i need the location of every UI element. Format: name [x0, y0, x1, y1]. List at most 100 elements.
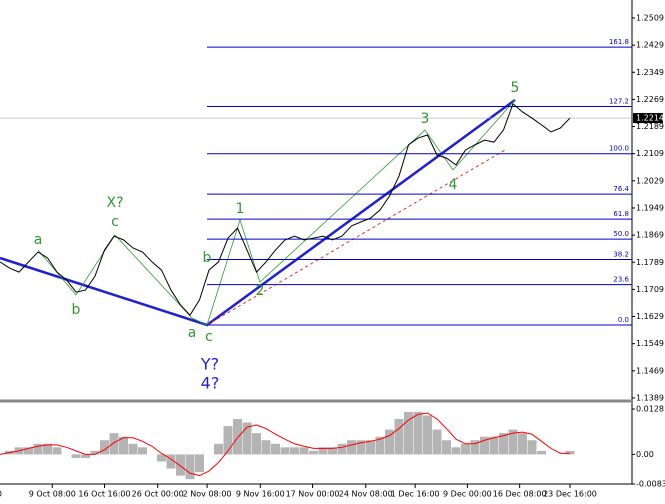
histogram-bar	[356, 440, 366, 455]
histogram-bar	[90, 450, 100, 455]
wave-label: 1	[236, 201, 245, 217]
histogram-bar	[508, 429, 518, 455]
x-tick-label: 16 Oct 16:00	[78, 490, 130, 499]
histogram-bar	[252, 433, 261, 455]
y-tick-label: 1.1549	[636, 339, 664, 348]
histogram-bar	[33, 443, 43, 455]
histogram-bar	[423, 415, 432, 455]
histogram-bar	[404, 411, 413, 455]
histogram-bar	[290, 447, 299, 455]
histogram-bar	[157, 454, 166, 462]
histogram-bar	[499, 433, 508, 455]
y-tick-label: 1.1709	[636, 285, 664, 294]
histogram-bar	[280, 447, 290, 455]
signal-line	[0, 412, 570, 477]
wave-label: X?	[106, 195, 123, 211]
histogram-bar	[337, 443, 347, 455]
histogram-bar	[195, 454, 204, 473]
x-tick-label: 26 Oct 00:00	[132, 490, 184, 499]
y-tick-label: 1.1629	[636, 312, 664, 321]
fib-label: 23.6	[613, 276, 629, 284]
histogram-bar	[119, 436, 128, 455]
histogram-bar	[461, 443, 470, 455]
price-line	[0, 102, 571, 317]
histogram-bar	[52, 447, 62, 455]
histogram-bar	[318, 447, 328, 455]
x-tick-label: 24 Nov 08:00	[339, 490, 393, 499]
wave-line	[37, 234, 208, 326]
histogram-bar	[176, 454, 185, 476]
x-tick-label: 23 Dec 16:00	[543, 490, 597, 499]
wave-label: b	[203, 250, 212, 266]
x-tick-label: 9 Nov 16:00	[236, 490, 285, 499]
x-tick-label: 2 Nov 08:00	[183, 490, 232, 499]
wave-line	[206, 99, 516, 326]
y-tick-label: 1.2269	[636, 95, 664, 104]
y-tick-label: 0.00	[636, 450, 654, 459]
y-tick-label: 1.2509	[636, 13, 664, 22]
y-tick-label: 1.2349	[636, 68, 664, 77]
wave-label: c	[205, 329, 213, 345]
histogram-bar	[299, 447, 309, 455]
histogram-bar	[24, 447, 33, 455]
histogram-bar	[328, 447, 337, 455]
histogram-bar	[442, 440, 451, 455]
wave-label: c	[111, 214, 119, 230]
histogram-bar	[537, 450, 546, 455]
y-tick-label: 0.01281	[636, 405, 665, 414]
x-tick-label: 1 Dec 16:00	[391, 490, 440, 499]
fib-label: 0.0	[618, 316, 629, 324]
y-tick-label: -0.00836	[636, 480, 665, 489]
x-tick-label: 9 Dec 00:00	[443, 490, 492, 499]
y-tick-label: 1.1469	[636, 366, 664, 375]
wave-label: 4?	[201, 374, 220, 393]
histogram-bar	[413, 411, 423, 455]
fib-label: 161.8	[609, 38, 629, 46]
histogram-bar	[100, 440, 109, 455]
histogram-bar	[366, 440, 375, 455]
histogram-bar	[214, 443, 223, 455]
wave-label: a	[188, 325, 197, 341]
y-tick-label: 1.1389	[636, 393, 664, 402]
fib-label: 76.4	[613, 185, 629, 193]
x-tick-label: 17 Nov 00:00	[286, 490, 340, 499]
histogram-bar	[128, 443, 138, 455]
histogram-bar	[109, 433, 119, 455]
x-tick-label: 9 Oct 08:00	[29, 490, 76, 499]
histogram-bar	[375, 436, 385, 455]
x-tick-label: 00:00	[0, 490, 2, 499]
histogram-bar	[138, 447, 147, 455]
wave-label: a	[34, 232, 43, 248]
y-tick-label: 1.1789	[636, 258, 664, 267]
fib-label: 38.2	[613, 251, 629, 259]
histogram-bar	[309, 450, 318, 455]
x-tick-label: 16 Dec 08:00	[493, 490, 547, 499]
histogram-bar	[185, 454, 195, 480]
histogram-bar	[261, 440, 271, 455]
wave-label: Y?	[200, 355, 219, 374]
histogram-bar	[223, 426, 233, 455]
last-price-box	[633, 113, 663, 124]
histogram-bar	[394, 418, 404, 455]
histogram-bar	[518, 433, 527, 455]
y-tick-label: 1.2029	[636, 176, 664, 185]
wave-label: 4	[449, 177, 458, 193]
histogram-bar	[527, 440, 537, 455]
histogram-bar	[432, 429, 442, 455]
wave-label: 2	[256, 283, 265, 299]
last-price-label: 1.2214	[636, 114, 664, 123]
fib-label: 100.0	[609, 145, 629, 153]
histogram-bar	[233, 418, 242, 455]
histogram-bar	[385, 429, 394, 455]
histogram-bar	[347, 440, 356, 455]
fib-label: 127.2	[609, 98, 629, 106]
histogram-bar	[81, 454, 90, 458]
y-tick-label: 1.2429	[636, 41, 664, 50]
fib-label: 61.8	[613, 210, 629, 218]
histogram-bar	[242, 422, 252, 455]
y-tick-label: 1.2109	[636, 149, 664, 158]
histogram-bar	[565, 450, 575, 455]
histogram-bar	[43, 443, 52, 455]
